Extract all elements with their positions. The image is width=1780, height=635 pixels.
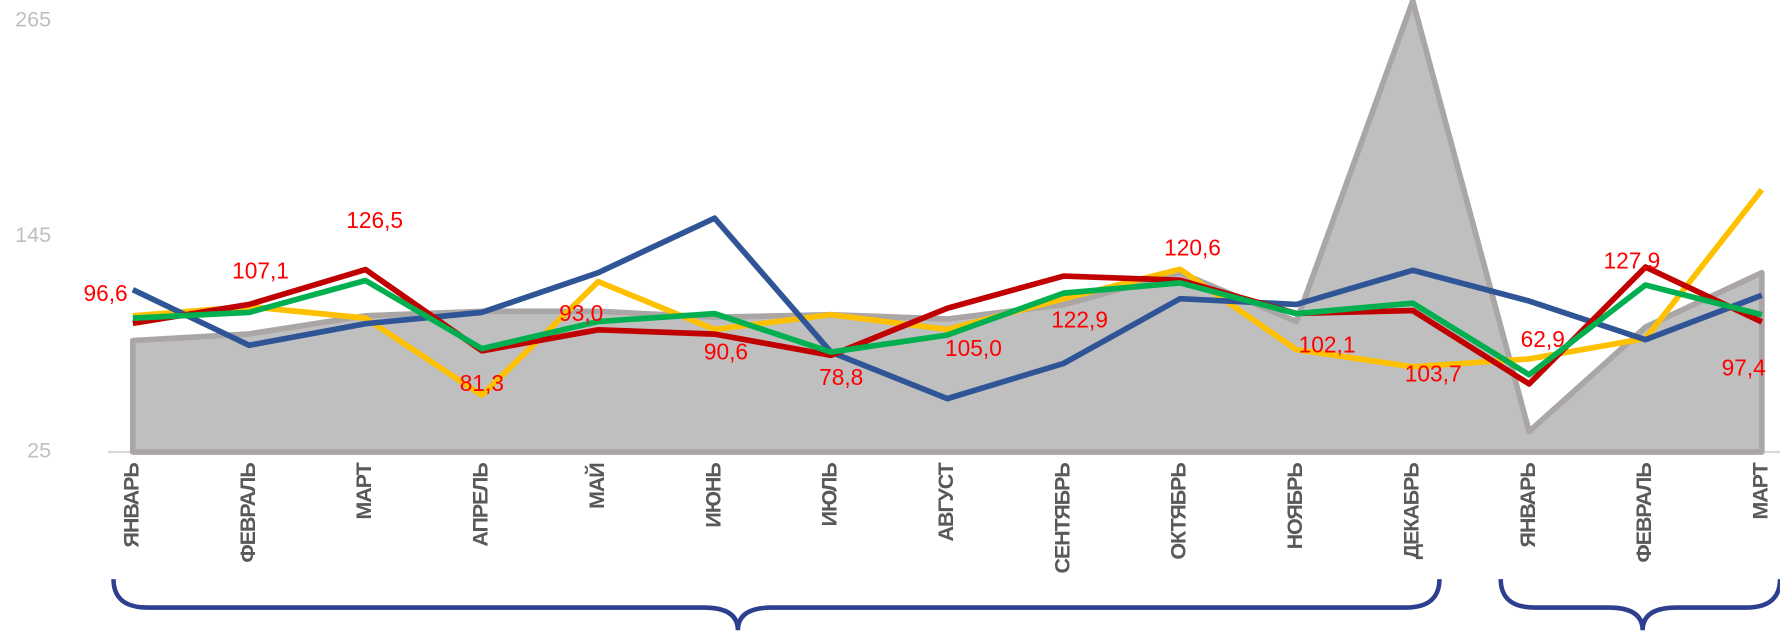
- x-tick-label: ДЕКАБРЬ: [1398, 463, 1423, 559]
- data-label: 78,8: [819, 364, 863, 390]
- x-tick-label: АВГУСТ: [933, 462, 958, 541]
- data-label: 103,7: [1405, 360, 1462, 386]
- data-label: 62,9: [1521, 326, 1565, 352]
- data-label: 102,1: [1299, 331, 1356, 357]
- x-tick-label: ЯНВАРЬ: [119, 463, 144, 548]
- x-tick-label: АПРЕЛЬ: [468, 463, 493, 547]
- data-label: 93,0: [559, 300, 603, 326]
- data-label: 122,9: [1051, 306, 1108, 332]
- x-tick-label: МАЙ: [584, 463, 609, 509]
- data-label: 126,5: [346, 207, 403, 233]
- line: [132, 277, 1763, 378]
- x-tick-label: ФЕВРАЛЬ: [235, 463, 260, 563]
- y-tick-label: 265: [15, 6, 51, 31]
- x-tick-label: ИЮНЬ: [700, 463, 725, 528]
- data-label: 127,9: [1603, 248, 1660, 274]
- x-tick-label: ФЕВРАЛЬ: [1631, 463, 1656, 563]
- line: [131, 215, 1763, 402]
- x-tick-label: МАРТ: [1748, 462, 1773, 519]
- data-label: 90,6: [704, 338, 748, 364]
- brace: [111, 579, 1442, 631]
- line: [132, 264, 1764, 387]
- x-tick-label: СЕНТЯБРЬ: [1049, 463, 1074, 574]
- x-tick-label: ЯНВАРЬ: [1515, 463, 1540, 548]
- data-label: 105,0: [945, 335, 1002, 361]
- brace: [1498, 579, 1780, 631]
- x-tick-label: МАРТ: [351, 462, 376, 519]
- data-label: 97,4: [1722, 355, 1766, 381]
- x-tick-label: ИЮЛЬ: [817, 463, 842, 527]
- data-label: 81,3: [460, 370, 504, 396]
- data-label: 107,1: [232, 258, 289, 284]
- x-tick-label: НОЯБРЬ: [1282, 463, 1307, 550]
- data-label: 120,6: [1164, 235, 1221, 261]
- x-tick-label: ОКТЯБРЬ: [1166, 463, 1191, 560]
- y-tick-label: 145: [15, 222, 51, 247]
- y-tick-label: 25: [27, 438, 51, 463]
- data-label: 96,6: [83, 280, 127, 306]
